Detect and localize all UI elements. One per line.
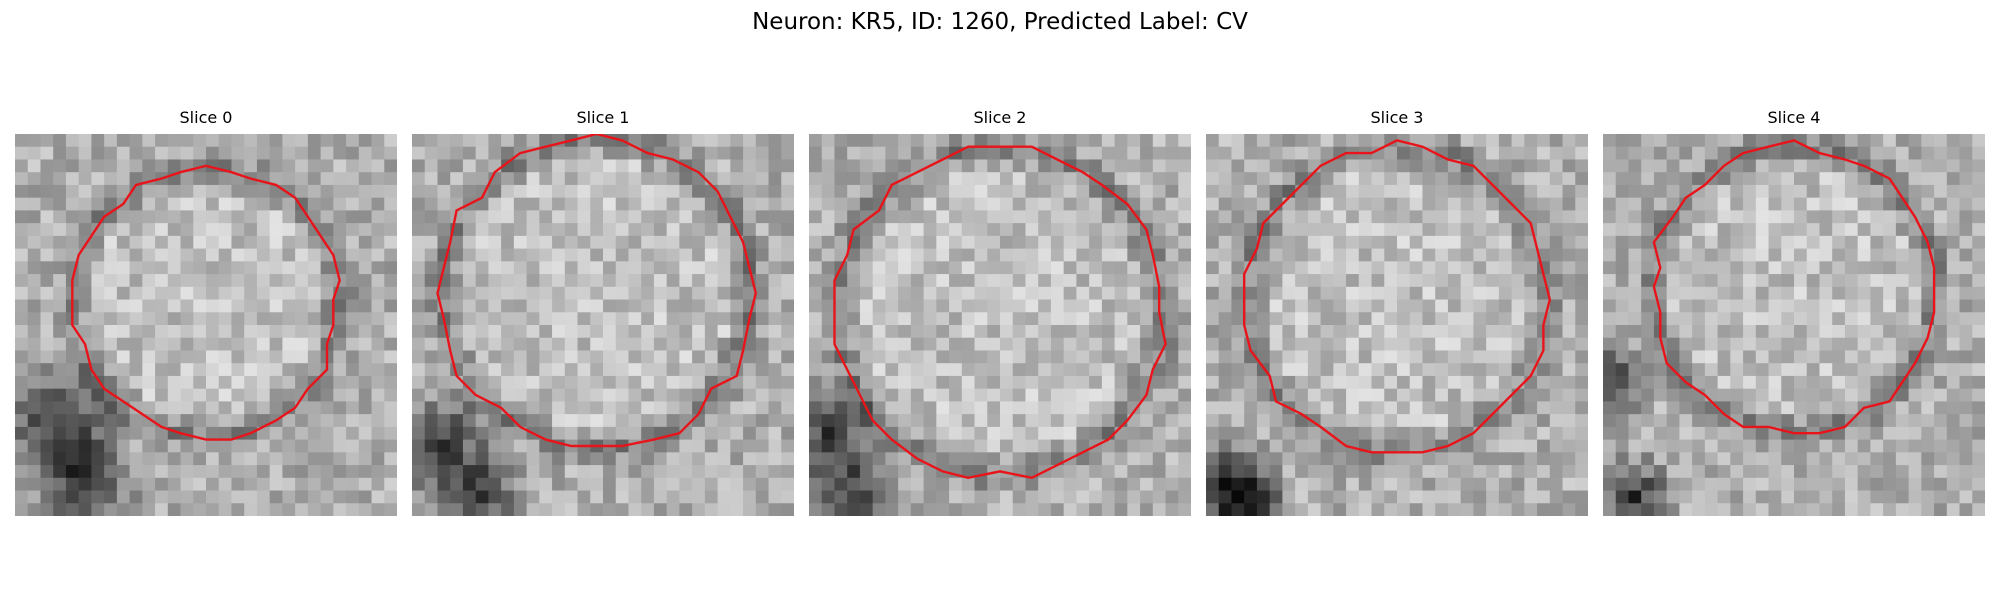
slice-panel-1: Slice 1 xyxy=(412,106,794,516)
cell-contour xyxy=(1652,139,1936,435)
slice-title-0: Slice 0 xyxy=(179,108,233,127)
figure-title: Neuron: KR5, ID: 1260, Predicted Label: … xyxy=(752,9,1248,35)
cell-contour xyxy=(71,164,341,441)
cell-contour xyxy=(833,145,1167,480)
slice-image-3 xyxy=(1206,134,1588,516)
image-pixels xyxy=(1206,134,1588,516)
slice-title-3: Slice 3 xyxy=(1370,108,1424,127)
slice-image-1 xyxy=(412,134,794,516)
slice-panel-3: Slice 3 xyxy=(1206,106,1588,516)
cell-contour xyxy=(1243,139,1552,454)
slice-image-4 xyxy=(1603,134,1985,516)
slice-panel-2: Slice 2 xyxy=(809,106,1191,516)
image-pixels xyxy=(15,134,397,516)
image-pixels xyxy=(1603,134,1985,516)
image-pixels xyxy=(412,134,794,516)
slice-panel-4: Slice 4 xyxy=(1603,106,1985,516)
image-pixels xyxy=(809,134,1191,516)
slice-image-2 xyxy=(809,134,1191,516)
slice-panel-0: Slice 0 xyxy=(15,106,397,516)
slice-image-0 xyxy=(15,134,397,516)
slice-title-2: Slice 2 xyxy=(973,108,1027,127)
slice-title-1: Slice 1 xyxy=(576,108,630,127)
slice-title-4: Slice 4 xyxy=(1767,108,1821,127)
cell-contour xyxy=(436,134,758,448)
